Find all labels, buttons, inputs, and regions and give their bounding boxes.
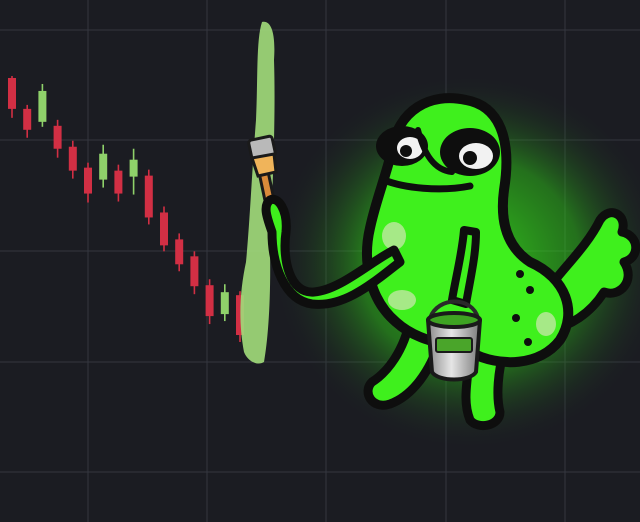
candle-body-10 xyxy=(144,175,153,218)
candle-body-7 xyxy=(99,153,108,180)
candle-body-2 xyxy=(23,108,32,130)
candle-body-13 xyxy=(190,256,199,287)
character-painting-arm xyxy=(261,194,405,309)
candlestick-series xyxy=(8,76,244,342)
candle-body-12 xyxy=(175,239,184,265)
candle-body-6 xyxy=(84,167,92,194)
character-mouth xyxy=(380,176,474,193)
paintbrush-icon xyxy=(247,134,278,206)
candle-body-9 xyxy=(129,159,138,177)
candle-body-4 xyxy=(53,125,62,149)
candle-body-14 xyxy=(205,285,214,317)
candle-body-1 xyxy=(8,77,16,109)
candle-body-15 xyxy=(220,292,229,315)
character-eyebrow xyxy=(415,127,455,175)
candle-body-8 xyxy=(114,170,123,194)
pepe-character xyxy=(261,93,640,431)
candle-body-5 xyxy=(68,146,77,171)
candle-body-11 xyxy=(160,212,168,246)
paint-bucket-icon xyxy=(426,299,482,382)
candle-body-16 xyxy=(236,295,244,336)
candle-body-3 xyxy=(38,90,47,122)
painted-green-candle xyxy=(240,21,275,364)
